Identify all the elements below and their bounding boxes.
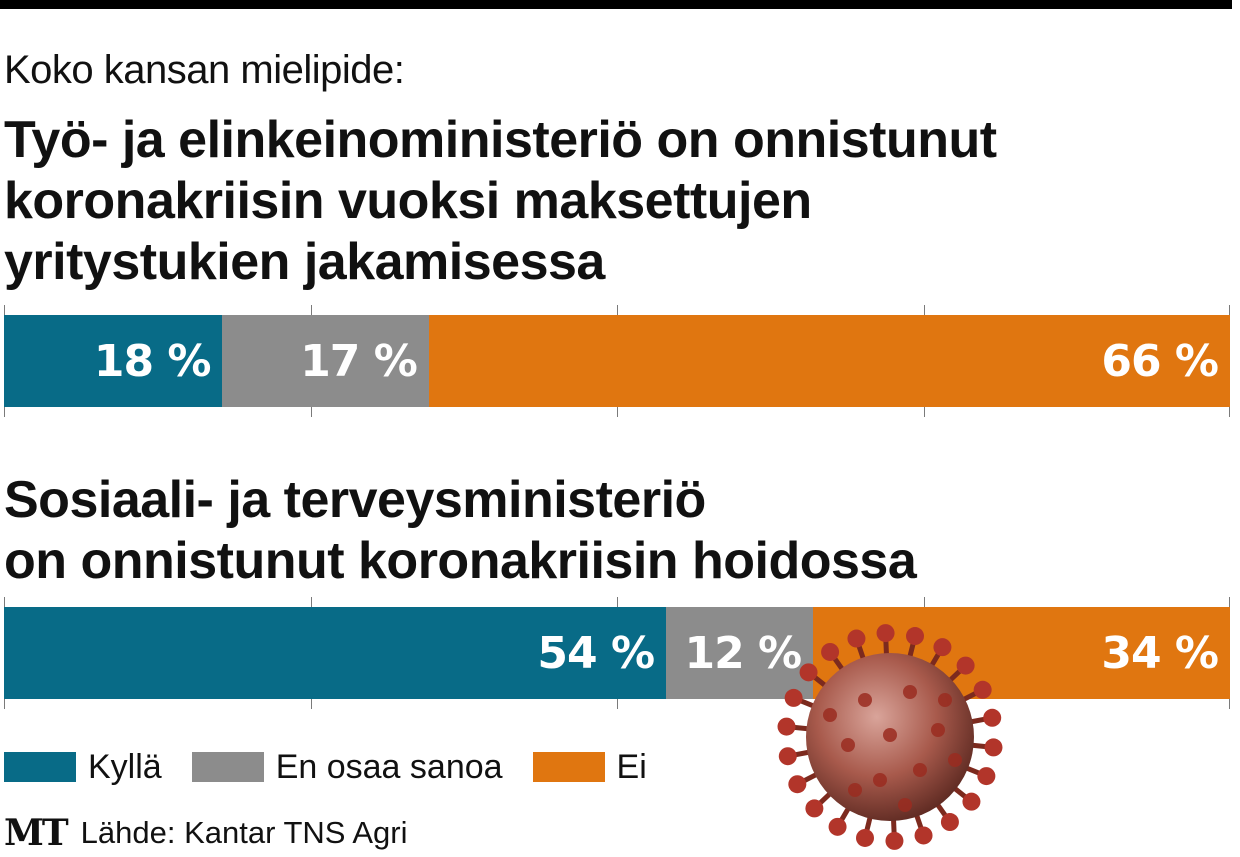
virus-spike-head (876, 624, 895, 643)
virus-surface-protein (931, 723, 945, 737)
question-1-segment-kylla: 18 % (4, 315, 223, 407)
question-1-bar: 18 % 17 % 66 % (4, 305, 1230, 417)
virus-spike-head (828, 817, 847, 836)
question-2-title: Sosiaali- ja terveysministeriö on onnist… (4, 470, 1224, 592)
virus-spike-head (906, 627, 925, 646)
overline: Koko kansan mielipide: (4, 48, 405, 92)
question-1-title-line-2: koronakriisin vuoksi maksettujen (4, 172, 812, 230)
question-1-segment-ei: 66 % (428, 315, 1230, 407)
legend-swatch-ei (532, 752, 605, 782)
virus-spike-head (962, 792, 981, 811)
legend-label-kylla: Kyllä (88, 747, 162, 786)
legend-label-ei: Ei (616, 747, 647, 786)
virus-spike-head (784, 688, 803, 707)
virus-spikes (777, 624, 1003, 850)
virus-spike-head (799, 663, 818, 682)
mt-logo: MT (4, 812, 69, 854)
question-2-segment-en-osaa-sanoa: 12 % (666, 607, 814, 699)
virus-surface-protein (913, 763, 927, 777)
virus-spike-head (821, 642, 840, 661)
virus-spike-head (778, 747, 797, 766)
legend-label-en-osaa-sanoa: En osaa sanoa (275, 747, 503, 786)
question-1-title-line-3: yritystukien jakamisessa (4, 233, 605, 291)
legend: Kyllä En osaa sanoa Ei (4, 745, 677, 789)
coronavirus-icon (777, 624, 1003, 850)
virus-surface-protein (938, 693, 952, 707)
legend-item-en-osaa-sanoa: En osaa sanoa (191, 747, 503, 787)
virus-surface-protein (841, 738, 855, 752)
source-line: MT Lähde: Kantar TNS Agri (4, 812, 408, 854)
question-1-title-line-1: Työ- ja elinkeinoministeriö on onnistunu… (4, 111, 997, 169)
virus-surface-protein (903, 685, 917, 699)
virus-spike-head (983, 708, 1002, 727)
virus-spike-head (940, 813, 959, 832)
virus-surface-protein (858, 693, 872, 707)
legend-swatch-en-osaa-sanoa (191, 752, 264, 782)
virus-spike-head (973, 680, 992, 699)
question-1-label-ei: 66 % (1101, 335, 1219, 387)
virus-spike-head (956, 656, 975, 675)
question-2-label-en-osaa-sanoa: 12 % (684, 627, 803, 679)
legend-item-ei: Ei (532, 747, 647, 787)
question-2-bar: 54 % 12 % 34 % (4, 597, 1230, 709)
question-1-title: Työ- ja elinkeinoministeriö on onnistunu… (4, 110, 1224, 293)
virus-spike-head (805, 799, 824, 818)
question-2-segment-kylla: 54 % (4, 607, 667, 699)
virus-spike-head (885, 831, 904, 850)
question-1-label-kylla: 18 % (93, 335, 212, 387)
legend-item-kylla: Kyllä (4, 748, 162, 787)
question-2-title-line-2: on onnistunut koronakriisin hoidossa (4, 532, 917, 590)
virus-surface-protein (873, 773, 887, 787)
source-text: Lähde: Kantar TNS Agri (80, 815, 408, 850)
legend-swatch-kylla (4, 752, 76, 782)
question-1-segment-en-osaa-sanoa: 17 % (222, 315, 429, 407)
virus-spike-head (914, 826, 933, 845)
question-2-label-kylla: 54 % (537, 627, 655, 679)
virus-spike-head (855, 828, 874, 847)
question-2-label-ei: 34 % (1101, 627, 1219, 679)
question-2-title-line-1: Sosiaali- ja terveysministeriö (4, 471, 706, 529)
virus-surface-protein (898, 798, 912, 812)
virus-surface-protein (948, 753, 962, 767)
virus-spike-head (788, 775, 807, 794)
top-rule (0, 0, 1232, 9)
virus-spike-head (977, 767, 996, 786)
virus-surface-protein (848, 783, 862, 797)
virus-spike-head (933, 638, 952, 657)
virus-surface-proteins (823, 685, 962, 812)
virus-spike-head (777, 717, 796, 736)
virus-surface-protein (883, 728, 897, 742)
virus-spike-head (984, 738, 1003, 757)
virus-spike-head (847, 629, 866, 648)
question-1-label-en-osaa-sanoa: 17 % (300, 335, 418, 387)
virus-surface-protein (823, 708, 837, 722)
